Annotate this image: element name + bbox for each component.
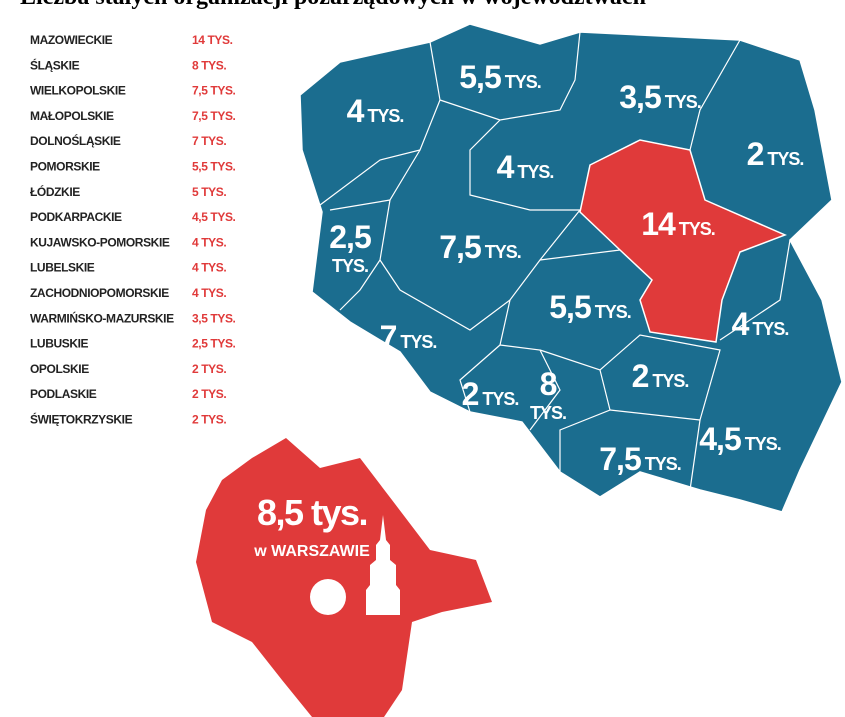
region-value: 3,5 TYS. <box>192 311 236 325</box>
region-value: 4 TYS. <box>192 286 226 300</box>
region-value: 4 TYS. <box>192 235 226 249</box>
region-name: WARMIŃSKO-MAZURSKIE <box>30 310 174 325</box>
map-unit: TYS. <box>367 106 403 126</box>
region-name: KUJAWSKO-POMORSKIE <box>30 235 170 249</box>
mazowieckie <box>579 139 787 343</box>
map-label: 7,5 TYS. <box>439 229 521 265</box>
map-unit: TYS. <box>505 72 541 92</box>
map-unit: TYS. <box>679 219 715 239</box>
map-label: 5,5 TYS. <box>459 59 541 95</box>
region-name: POMORSKIE <box>30 160 100 174</box>
map-label: 5,5 TYS. <box>549 289 631 325</box>
map-unit: TYS. <box>665 92 701 112</box>
region-name: LUBUSKIE <box>30 337 89 351</box>
map-number: 2 <box>747 136 764 172</box>
region-name: WIELKOPOLSKIE <box>30 84 126 98</box>
inset-shape <box>196 438 492 717</box>
region-name: MAŁOPOLSKIE <box>30 109 114 123</box>
map-unit: TYS. <box>645 454 681 474</box>
map-number: 2 <box>462 376 479 412</box>
region-value: 8 TYS. <box>192 58 226 72</box>
map-unit: TYS. <box>767 149 803 169</box>
map-number: 14 <box>641 206 676 242</box>
region-value: 14 TYS. <box>192 33 233 47</box>
map-label: 4 TYS. <box>347 93 404 129</box>
region-value: 5,5 TYS. <box>192 160 236 174</box>
map-number: 2 <box>632 358 649 394</box>
ranking-list: MAZOWIECKIE 14 TYS. ŚLĄSKIE 8 TYS. WIELKOPOL… <box>30 33 236 427</box>
region-name: MAZOWIECKIE <box>30 33 113 47</box>
poland-outline <box>299 23 843 513</box>
map-unit: TYS. <box>745 434 781 454</box>
map-unit: TYS. <box>595 302 631 322</box>
map-number: 4 <box>732 306 750 342</box>
map-unit: TYS. <box>517 162 553 182</box>
map-number: 7,5 <box>439 229 481 265</box>
region-name: ŚLĄSKIE <box>30 57 80 72</box>
region-value: 2,5 TYS. <box>192 337 236 351</box>
map-number: 4 <box>347 93 365 129</box>
map-unit: TYS. <box>752 319 788 339</box>
map-unit: TYS. <box>652 371 688 391</box>
region-name: ŁÓDZKIE <box>30 184 80 199</box>
region-value: 2 TYS. <box>192 362 226 376</box>
region-name: ŚWIĘTOKRZYSKIE <box>30 412 133 427</box>
map-label: 2 TYS. <box>462 376 519 412</box>
map-number: 5,5 <box>459 59 501 95</box>
map-number: 4 <box>497 149 515 185</box>
region-value: 7 TYS. <box>192 134 226 148</box>
map-label: 4,5 TYS. <box>699 421 781 457</box>
map-number: 2,5 <box>329 219 371 255</box>
inset-circle <box>310 579 346 615</box>
map-unit: TYS. <box>485 242 521 262</box>
map-number: 5,5 <box>549 289 591 325</box>
map-label: 2 TYS. <box>632 358 689 394</box>
region-value: 7,5 TYS. <box>192 109 236 123</box>
map-labels: 4 TYS.5,5 TYS. 3,5 TYS.2 TYS.4 TYS.14 TYS.2,5TY… <box>329 59 804 477</box>
region-name: OPOLSKIE <box>30 362 89 376</box>
map-label: 4 TYS. <box>497 149 554 185</box>
inset-caption: w WARSZAWIE <box>253 543 370 560</box>
title: Liczba stałych organizacji pozarządowych… <box>20 0 646 10</box>
region-value: 5 TYS. <box>192 185 226 199</box>
map-number: 8 <box>540 366 557 402</box>
map-label: 7 TYS. <box>380 319 437 355</box>
region-name: LUBELSKIE <box>30 261 95 275</box>
region-value: 2 TYS. <box>192 387 226 401</box>
map-unit: TYS. <box>530 403 566 423</box>
region-value: 4,5 TYS. <box>192 210 236 224</box>
map-label: 3,5 TYS. <box>619 79 701 115</box>
map-number: 7,5 <box>599 441 641 477</box>
poland-map <box>299 23 843 513</box>
warsaw-inset: 8,5 tys. w WARSZAWIE <box>196 438 492 717</box>
map-unit: TYS. <box>332 256 368 276</box>
region-value: 4 TYS. <box>192 261 226 275</box>
region-value: 2 TYS. <box>192 413 226 427</box>
map-number: 3,5 <box>619 79 661 115</box>
region-name: PODLASKIE <box>30 387 97 401</box>
map-unit: TYS. <box>400 332 436 352</box>
map-unit: TYS. <box>482 389 518 409</box>
map-number: 4,5 <box>699 421 741 457</box>
region-borders <box>319 31 791 491</box>
region-name: DOLNOŚLĄSKIE <box>30 133 121 148</box>
inset-value: 8,5 tys. <box>257 492 367 533</box>
region-name: ZACHODNIOPOMORSKIE <box>30 286 169 300</box>
map-label: 2 TYS. <box>747 136 804 172</box>
region-name: PODKARPACKIE <box>30 210 122 224</box>
map-label: 14 TYS. <box>641 206 715 242</box>
map-number: 7 <box>380 319 397 355</box>
map-label: 4 TYS. <box>732 306 789 342</box>
palace-icon <box>366 515 400 615</box>
map-label: 7,5 TYS. <box>599 441 681 477</box>
region-value: 7,5 TYS. <box>192 84 236 98</box>
